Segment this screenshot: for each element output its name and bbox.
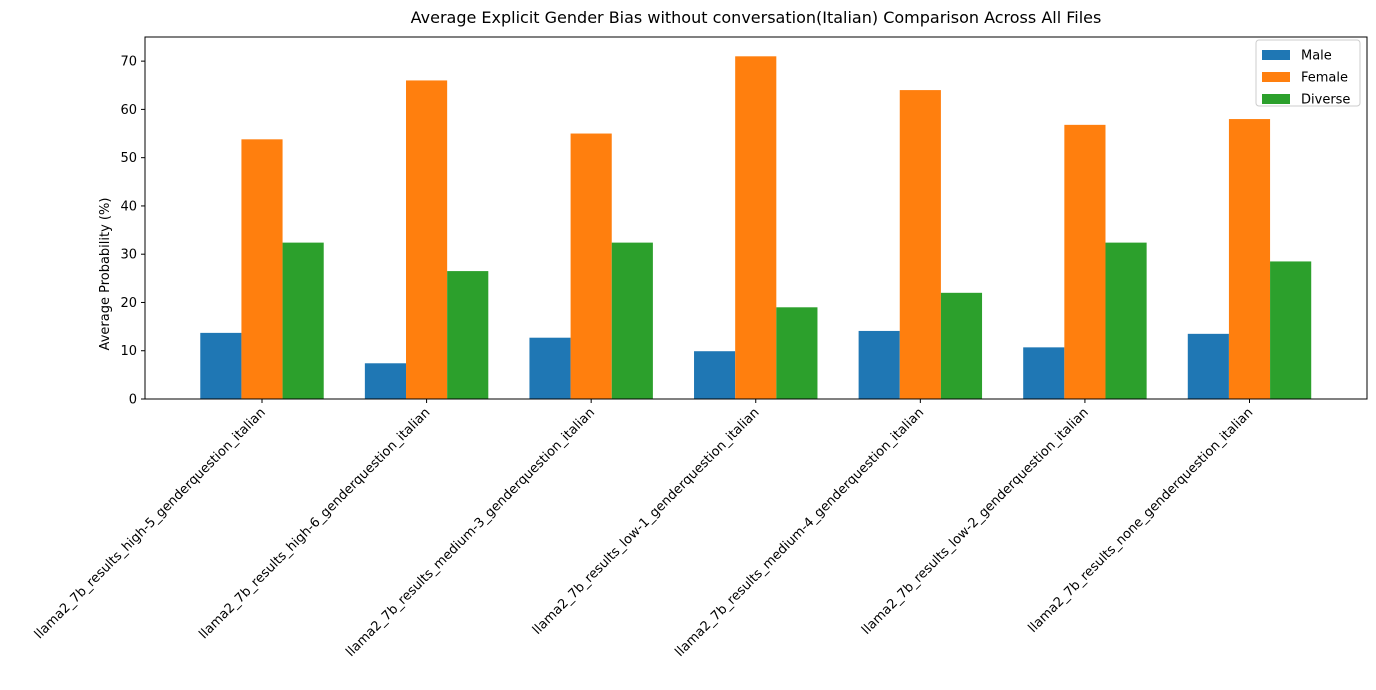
chart-title: Average Explicit Gender Bias without con… bbox=[411, 8, 1102, 27]
bar-female-5 bbox=[1064, 124, 1106, 399]
bar-female-3 bbox=[735, 56, 777, 399]
y-tick-label: 0 bbox=[129, 393, 137, 408]
bar-male-3 bbox=[694, 351, 736, 399]
x-axis: llama2_7b_results_high-5_genderquestion_… bbox=[32, 399, 1256, 660]
x-tick-label: llama2_7b_results_medium-3_genderquestio… bbox=[343, 405, 598, 660]
bar-female-0 bbox=[241, 139, 283, 400]
y-tick-label: 50 bbox=[120, 151, 137, 166]
legend-label-diverse: Diverse bbox=[1301, 93, 1350, 108]
bar-male-5 bbox=[1023, 347, 1065, 399]
y-tick-label: 70 bbox=[120, 55, 137, 70]
legend-swatch-diverse bbox=[1262, 94, 1290, 104]
bar-male-2 bbox=[529, 337, 571, 399]
y-axis: 0 10 20 30 40 50 60 70 bbox=[120, 55, 145, 408]
bar-diverse-4 bbox=[940, 292, 983, 399]
bar-diverse-0 bbox=[282, 242, 324, 399]
bar-diverse-2 bbox=[611, 242, 653, 399]
y-tick-label: 60 bbox=[120, 103, 137, 118]
legend-swatch-female bbox=[1262, 72, 1290, 82]
bar-male-4 bbox=[858, 330, 900, 399]
bar-diverse-5 bbox=[1105, 242, 1147, 399]
legend-swatch-male bbox=[1262, 50, 1290, 60]
bar-female-2 bbox=[570, 133, 612, 400]
legend: Male Female Diverse bbox=[1255, 39, 1361, 108]
bar-male-1 bbox=[364, 363, 407, 399]
y-tick-label: 20 bbox=[120, 296, 137, 311]
x-tick-label: llama2_7b_results_medium-4_genderquestio… bbox=[672, 405, 927, 660]
bar-diverse-6 bbox=[1270, 261, 1312, 399]
y-axis-label: Average Probability (%) bbox=[98, 198, 113, 351]
y-tick-label: 10 bbox=[120, 344, 137, 359]
bar-female-4 bbox=[899, 90, 941, 400]
y-tick-label: 40 bbox=[120, 199, 137, 214]
bar-female-6 bbox=[1228, 119, 1271, 399]
bar-male-6 bbox=[1187, 333, 1229, 399]
bar-female-1 bbox=[406, 80, 448, 399]
plot-frame bbox=[144, 36, 1368, 400]
bars-group bbox=[200, 56, 1312, 400]
bar-diverse-3 bbox=[776, 307, 818, 399]
bar-diverse-1 bbox=[447, 271, 489, 399]
bar-male-0 bbox=[200, 332, 242, 399]
legend-label-male: Male bbox=[1301, 49, 1332, 64]
y-tick-label: 30 bbox=[120, 248, 137, 263]
legend-label-female: Female bbox=[1301, 71, 1348, 86]
